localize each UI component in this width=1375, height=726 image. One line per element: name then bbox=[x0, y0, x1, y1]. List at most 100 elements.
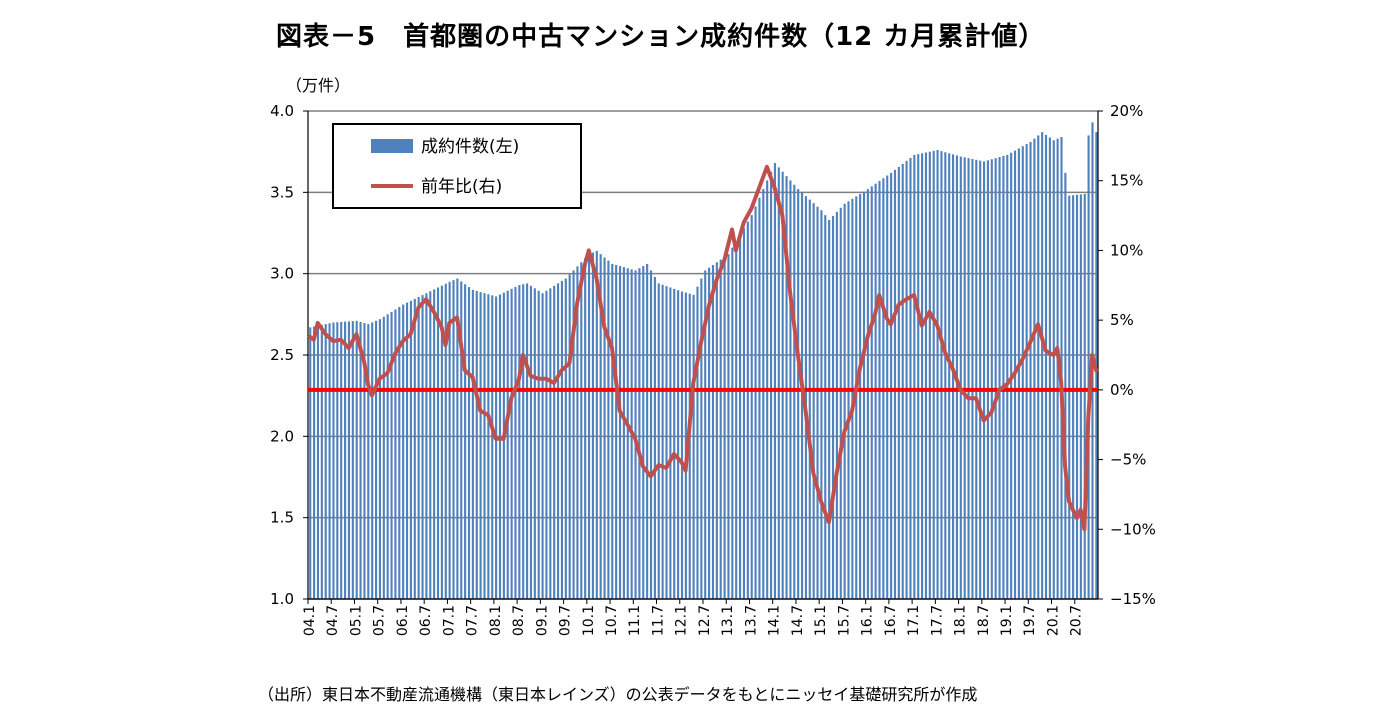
x-tick-label: 08.1 bbox=[488, 605, 504, 636]
x-axis-ticks: 04.1 04.7 05.1 05.7 06.1 06.7 07.1 07.7 08.1 08.7… bbox=[302, 599, 1085, 636]
bar bbox=[471, 289, 474, 599]
bar bbox=[812, 203, 815, 599]
legend-label-bars: 成約件数(左) bbox=[421, 137, 519, 157]
bar bbox=[862, 191, 866, 599]
bar bbox=[708, 267, 711, 599]
bar bbox=[502, 292, 505, 599]
bar bbox=[526, 283, 529, 599]
bar bbox=[665, 286, 668, 599]
bar bbox=[615, 264, 618, 599]
bar bbox=[382, 316, 385, 599]
bar bbox=[413, 298, 416, 599]
x-tick-label: 05.7 bbox=[372, 605, 388, 636]
bar bbox=[576, 266, 579, 599]
left-axis-unit-label: （万件） bbox=[286, 76, 351, 95]
bar bbox=[773, 163, 776, 600]
yoy-line bbox=[307, 164, 1099, 532]
bar bbox=[448, 281, 451, 599]
bar bbox=[1075, 194, 1079, 599]
bar bbox=[831, 215, 835, 600]
bar bbox=[835, 211, 838, 599]
bar bbox=[820, 210, 823, 600]
bar bbox=[816, 206, 819, 599]
bar bbox=[549, 288, 552, 599]
bar bbox=[591, 252, 594, 599]
bar bbox=[332, 322, 335, 599]
legend-swatch-bars bbox=[371, 139, 413, 153]
x-tick-label: 13.7 bbox=[743, 605, 759, 636]
legend-box bbox=[332, 123, 582, 209]
bar bbox=[475, 291, 478, 599]
bar bbox=[622, 267, 625, 599]
bar bbox=[804, 196, 807, 599]
bar bbox=[828, 219, 831, 600]
bar bbox=[952, 154, 955, 599]
bar bbox=[909, 157, 912, 599]
bar bbox=[777, 167, 780, 599]
bar bbox=[568, 274, 571, 599]
x-tick-label: 20.7 bbox=[1069, 605, 1085, 636]
x-tick-label: 10.7 bbox=[604, 605, 620, 636]
bar bbox=[1044, 134, 1048, 600]
bar bbox=[607, 260, 610, 599]
bar bbox=[746, 221, 749, 600]
bar bbox=[793, 184, 796, 600]
bar bbox=[564, 278, 567, 599]
bar bbox=[944, 152, 947, 599]
bar bbox=[758, 197, 761, 599]
bar bbox=[959, 156, 962, 600]
x-tick-label: 07.7 bbox=[465, 605, 481, 636]
bar bbox=[510, 288, 513, 599]
source-note: （出所）東日本不動産流通機構（東日本レインズ）の公表データをもとにニッセイ基礎研… bbox=[258, 685, 978, 704]
bar bbox=[750, 215, 753, 600]
bar bbox=[553, 285, 556, 599]
bar bbox=[913, 154, 916, 600]
bar bbox=[557, 283, 560, 599]
x-tick-label: 04.1 bbox=[302, 605, 318, 636]
bar bbox=[1021, 146, 1024, 600]
bar bbox=[653, 276, 656, 599]
bar bbox=[618, 266, 622, 599]
right-tick-label: −15% bbox=[1110, 590, 1156, 608]
bar bbox=[870, 186, 873, 599]
bar bbox=[328, 323, 331, 599]
left-tick-label: 1.0 bbox=[270, 590, 294, 608]
x-tick-label: 08.7 bbox=[511, 605, 527, 636]
bar bbox=[529, 285, 533, 599]
bar bbox=[723, 256, 726, 599]
bar bbox=[661, 284, 664, 599]
left-tick-label: 2.5 bbox=[270, 346, 294, 364]
bar bbox=[541, 293, 544, 599]
x-tick-label: 18.7 bbox=[976, 605, 992, 636]
bar bbox=[948, 153, 951, 600]
bar bbox=[584, 258, 587, 599]
bar bbox=[990, 159, 993, 599]
bar bbox=[1083, 193, 1086, 599]
bar bbox=[634, 270, 637, 599]
bar bbox=[897, 166, 900, 599]
bar bbox=[754, 206, 757, 599]
bar bbox=[436, 287, 440, 599]
bar bbox=[479, 292, 482, 599]
bar bbox=[533, 288, 536, 599]
bar bbox=[719, 259, 722, 599]
bar bbox=[626, 268, 629, 599]
bar bbox=[1029, 141, 1032, 599]
bar bbox=[514, 286, 517, 599]
bar bbox=[785, 176, 788, 599]
bar bbox=[456, 278, 459, 599]
bar bbox=[355, 320, 358, 599]
bar bbox=[1017, 148, 1020, 599]
bar bbox=[642, 266, 645, 599]
bar bbox=[932, 150, 935, 599]
bar bbox=[460, 281, 463, 599]
x-tick-label: 07.1 bbox=[441, 605, 457, 636]
bar bbox=[1068, 195, 1071, 599]
bar bbox=[921, 153, 924, 600]
legend: 成約件数(左) 前年比(右) bbox=[332, 123, 582, 209]
x-tick-label: 15.1 bbox=[813, 605, 829, 636]
bar bbox=[808, 199, 811, 599]
x-tick-label: 14.1 bbox=[767, 605, 783, 636]
x-tick-label: 18.1 bbox=[953, 605, 969, 636]
